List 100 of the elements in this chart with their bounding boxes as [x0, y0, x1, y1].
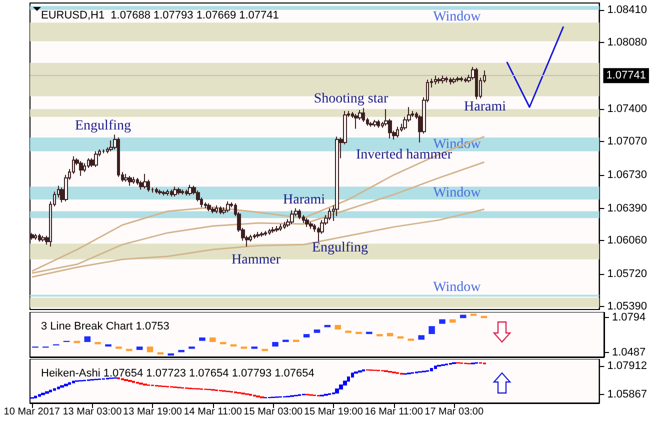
- text: Heiken-Ashi 1.07654 1.07723 1.07654 1.07793 1.07654: [41, 368, 314, 380]
- bar: [210, 337, 216, 342]
- candlestick: [343, 380, 347, 386]
- candlestick: [377, 119, 380, 128]
- band-label: Window: [433, 9, 482, 24]
- y-tick-label: 1.08410: [607, 4, 648, 16]
- candlestick: [188, 184, 192, 196]
- candlestick: [351, 372, 354, 378]
- candlestick: [204, 202, 207, 209]
- y-tick-label: 1.08080: [607, 36, 648, 48]
- candlestick: [215, 204, 218, 214]
- bar: [314, 330, 320, 333]
- candlestick: [339, 384, 343, 390]
- candlestick: [166, 189, 169, 196]
- candlestick: [260, 396, 264, 399]
- candlestick: [143, 383, 147, 386]
- candlestick: [434, 365, 437, 370]
- text: 3 Line Break Chart 1.0753: [41, 320, 170, 332]
- y-tick-label: 1.0487: [612, 346, 646, 359]
- candlestick: [335, 136, 339, 217]
- candlestick: [30, 232, 34, 240]
- candlestick: [449, 77, 452, 86]
- candlestick: [430, 368, 433, 372]
- candlestick: [38, 233, 41, 242]
- y-tick-label: 1.07912: [607, 360, 648, 372]
- y-tick-label: 1.05390: [607, 300, 648, 312]
- bar: [428, 326, 435, 334]
- candlestick: [136, 177, 139, 186]
- candlestick: [64, 383, 68, 387]
- candlestick: [49, 389, 52, 393]
- candlestick: [158, 189, 162, 196]
- x-tick-label: 16 Mar 11:00: [364, 406, 424, 418]
- candlestick: [139, 382, 143, 385]
- bar: [334, 324, 342, 330]
- bar: [272, 342, 278, 347]
- annotation: Harami: [464, 100, 506, 114]
- x-tick-label: 14 Mar 11:00: [184, 406, 242, 418]
- candlestick: [396, 126, 399, 138]
- candlestick: [128, 175, 132, 186]
- candlestick: [124, 173, 128, 182]
- candlestick: [362, 369, 365, 372]
- candlestick: [437, 77, 441, 84]
- candlestick: [309, 222, 313, 230]
- candlestick: [396, 372, 399, 374]
- candlestick: [124, 378, 128, 382]
- candlestick: [241, 392, 245, 395]
- candlestick: [369, 121, 373, 128]
- candlestick: [45, 390, 49, 394]
- candlestick: [283, 222, 286, 230]
- candlestick: [298, 208, 301, 220]
- candlestick: [249, 394, 252, 396]
- candlestick: [271, 226, 275, 234]
- x-tick-label: 13 Mar 19:00: [123, 406, 182, 418]
- y-tick-label: 1.07400: [607, 103, 648, 116]
- bar: [366, 332, 372, 334]
- candlestick: [415, 371, 418, 374]
- candlestick: [256, 231, 260, 238]
- candlestick: [253, 394, 256, 397]
- candlestick: [452, 77, 456, 84]
- candlestick: [53, 388, 56, 392]
- candlestick: [207, 202, 211, 212]
- text: EURUSD,H1 1.07688 1.07793 1.07669 1.07741: [41, 10, 279, 22]
- bar: [450, 319, 456, 323]
- candlestick: [354, 113, 358, 130]
- candlestick: [362, 108, 365, 122]
- y-tick-label: 1.07070: [607, 135, 648, 148]
- bar: [303, 334, 310, 338]
- y-tick-label: 1.0794: [612, 312, 646, 324]
- annotation: Shooting star: [314, 92, 388, 106]
- bar: [126, 348, 132, 352]
- y-tick-label: 1.06060: [607, 234, 648, 247]
- candlestick: [264, 230, 267, 236]
- candlestick: [170, 189, 173, 197]
- candlestick: [34, 395, 37, 399]
- candlestick: [358, 370, 362, 373]
- candlestick: [128, 380, 132, 382]
- band-label: Window: [433, 186, 482, 201]
- candlestick: [347, 376, 350, 382]
- candlestick: [290, 210, 294, 224]
- y-tick-label: 1.05867: [607, 388, 648, 400]
- candlestick: [275, 225, 279, 232]
- bar: [262, 348, 268, 352]
- bar: [146, 346, 154, 352]
- candlestick: [354, 371, 358, 374]
- candlestick: [143, 173, 147, 190]
- candlestick: [79, 160, 83, 176]
- annotation: Engulfing: [312, 240, 368, 256]
- x-tick-label: 17 Mar 03:00: [424, 406, 484, 418]
- candlestick: [162, 190, 166, 196]
- bar: [460, 314, 466, 318]
- candlestick: [177, 187, 181, 196]
- annotation: Hammer: [232, 252, 281, 268]
- bar: [136, 346, 143, 350]
- y-tick-label: 1.06390: [607, 202, 648, 214]
- bar: [439, 319, 446, 324]
- candlestick: [434, 75, 437, 86]
- candlestick: [155, 187, 158, 194]
- candlestick: [460, 76, 463, 82]
- candlestick: [305, 218, 309, 228]
- candlestick: [121, 378, 124, 380]
